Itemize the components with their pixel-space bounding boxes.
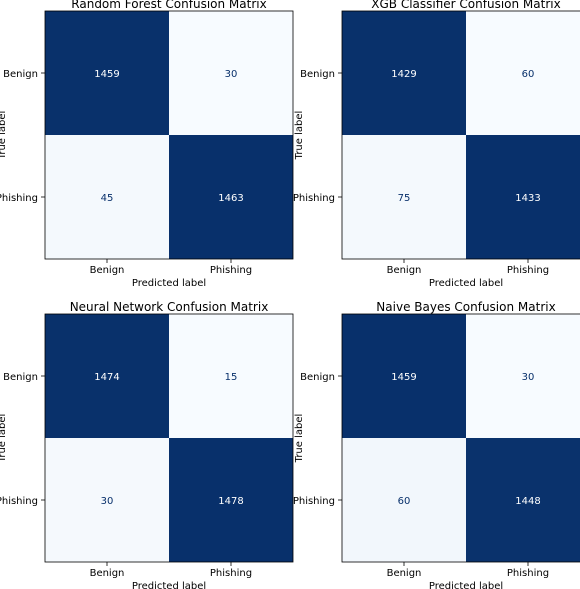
- matrix-cell: [45, 314, 169, 438]
- y-axis-label: True label: [294, 414, 305, 464]
- y-tick-label: Benign: [300, 372, 335, 383]
- x-axis-label: Predicted label: [429, 581, 503, 589]
- y-tick-label: Phishing: [293, 193, 335, 204]
- x-tick-label: Phishing: [507, 265, 549, 276]
- cell-value: 1478: [218, 496, 243, 507]
- matrix-cell: [466, 438, 580, 562]
- matrix-cell: [169, 11, 293, 135]
- cell-value: 30: [522, 372, 535, 383]
- matrix-cell: [342, 11, 466, 135]
- matrix-cell: [45, 438, 169, 562]
- cell-value: 1459: [94, 69, 119, 80]
- cell-value: 60: [398, 496, 411, 507]
- confusion-matrix-panel-2: XGB Classifier Confusion Matrix 1429 60 75 1…: [293, 0, 580, 289]
- y-axis-label: True label: [0, 111, 8, 161]
- chart-title: Naive Bayes Confusion Matrix: [376, 300, 555, 314]
- y-tick-label: Phishing: [0, 193, 38, 204]
- x-tick-label: Phishing: [210, 568, 252, 579]
- y-tick-label: Benign: [3, 69, 38, 80]
- plot-frame: [44, 313, 294, 563]
- matrix-cell: [342, 438, 466, 562]
- y-axis-label: True label: [0, 414, 8, 464]
- matrix-cell: [45, 135, 169, 259]
- confusion-matrix-panel-4: Naive Bayes Confusion Matrix 1459 30 60 1448…: [293, 300, 580, 589]
- cell-value: 30: [225, 69, 238, 80]
- matrix-cell: [466, 314, 580, 438]
- x-tick-label: Benign: [90, 568, 125, 579]
- y-tick-label: Phishing: [293, 496, 335, 507]
- x-axis-label: Predicted label: [429, 278, 503, 289]
- y-axis-label: True label: [294, 111, 305, 161]
- x-tick-label: Benign: [90, 265, 125, 276]
- chart-title: Random Forest Confusion Matrix: [71, 0, 266, 11]
- matrix-cell: [169, 438, 293, 562]
- cell-value: 60: [522, 69, 535, 80]
- cell-value: 75: [398, 193, 411, 204]
- cell-value: 1433: [515, 193, 540, 204]
- cell-value: 1429: [391, 69, 416, 80]
- matrix-cell: [45, 11, 169, 135]
- x-tick-label: Phishing: [210, 265, 252, 276]
- cell-value: 1459: [391, 372, 416, 383]
- x-tick-label: Benign: [387, 265, 422, 276]
- y-tick-label: Benign: [3, 372, 38, 383]
- matrix-cell: [466, 135, 580, 259]
- x-tick-label: Benign: [387, 568, 422, 579]
- cell-value: 30: [101, 496, 114, 507]
- confusion-matrix-panel-3: Neural Network Confusion Matrix 1474 15 30 1…: [0, 300, 294, 589]
- cell-value: 1448: [515, 496, 540, 507]
- confusion-matrix-panel-1: Random Forest Confusion Matrix 1459 30 45 14…: [0, 0, 294, 289]
- matrix-cell: [342, 135, 466, 259]
- cell-value: 15: [225, 372, 238, 383]
- matrix-cell: [342, 314, 466, 438]
- chart-title: Neural Network Confusion Matrix: [70, 300, 269, 314]
- x-axis-label: Predicted label: [132, 278, 206, 289]
- matrix-cell: [169, 314, 293, 438]
- plot-frame: [341, 313, 580, 563]
- cell-value: 1474: [94, 372, 119, 383]
- chart-title: XGB Classifier Confusion Matrix: [371, 0, 560, 11]
- plot-frame: [44, 10, 294, 260]
- y-tick-label: Phishing: [0, 496, 38, 507]
- matrix-cell: [169, 135, 293, 259]
- y-tick-label: Benign: [300, 69, 335, 80]
- matrix-cell: [466, 11, 580, 135]
- x-axis-label: Predicted label: [132, 581, 206, 589]
- x-tick-label: Phishing: [507, 568, 549, 579]
- cell-value: 45: [101, 193, 114, 204]
- plot-frame: [341, 10, 580, 260]
- cell-value: 1463: [218, 193, 243, 204]
